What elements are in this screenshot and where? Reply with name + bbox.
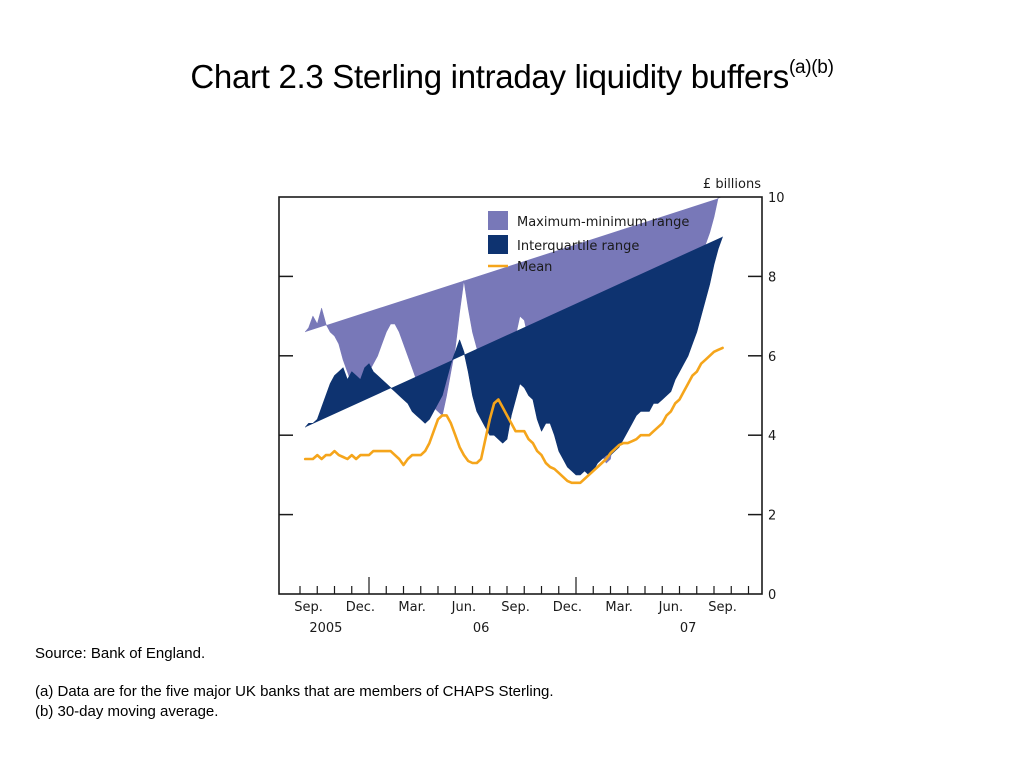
chart-title-footnote-marks: (a)(b)	[788, 57, 834, 78]
x-tick-label: Sep.	[708, 600, 737, 615]
chart: 0 2 4 6 8 10 Sep. Dec. Mar. Jun. Sep. Dec. Mar. Jun.…	[278, 177, 785, 636]
chart-title-text: Chart 2.3 Sterling intraday liquidity bu…	[190, 58, 789, 95]
y-tick-label: 2	[768, 509, 776, 524]
x-tick-label: Mar.	[605, 600, 632, 615]
x-tick-label: Jun.	[451, 600, 476, 615]
source-note: Source: Bank of England.	[35, 645, 206, 662]
legend-swatch-interquartile-range	[488, 235, 508, 254]
x-tick-label: Sep.	[294, 600, 323, 615]
y-axis-unit-label: £ billions	[703, 177, 761, 192]
x-tick-label: Jun.	[658, 600, 683, 615]
x-tick-label: Mar.	[398, 600, 425, 615]
legend-label-maximum-minimum-range: Maximum-minimum range	[517, 215, 689, 230]
y-tick-label: 6	[768, 350, 776, 365]
y-tick-label: 4	[768, 429, 776, 444]
legend: Maximum-minimum range Interquartile range…	[488, 211, 689, 275]
y-tick-label: 10	[768, 191, 785, 206]
x-year-label: 2005	[309, 621, 342, 636]
legend-label-mean: Mean	[517, 260, 552, 275]
band-interquartile-range	[304, 236, 723, 476]
x-tick-label: Sep.	[501, 600, 530, 615]
y-tick-label: 0	[768, 588, 776, 603]
x-year-label: 07	[680, 621, 697, 636]
y-tick-label: 8	[768, 270, 776, 285]
legend-label-interquartile-range: Interquartile range	[517, 239, 639, 254]
chart-series-layer	[303, 196, 724, 485]
x-axis: Sep. Dec. Mar. Jun. Sep. Dec. Mar. Jun. Sep. 2005…	[294, 577, 750, 636]
chart-title: Chart 2.3 Sterling intraday liquidity bu…	[0, 57, 1024, 96]
footnotes: Source: Bank of England. (a) Data are fo…	[35, 644, 554, 722]
x-year-label: 06	[473, 621, 490, 636]
plot-frame	[278, 196, 763, 595]
x-tick-label: Dec.	[553, 600, 582, 615]
footnote-b: (b) 30-day moving average.	[35, 703, 219, 720]
line-mean	[303, 346, 724, 485]
legend-swatch-maximum-minimum-range	[488, 211, 508, 230]
x-tick-label: Dec.	[346, 600, 375, 615]
footnote-a: (a) Data are for the five major UK banks…	[35, 683, 554, 700]
y-axis: 0 2 4 6 8 10	[279, 191, 785, 603]
